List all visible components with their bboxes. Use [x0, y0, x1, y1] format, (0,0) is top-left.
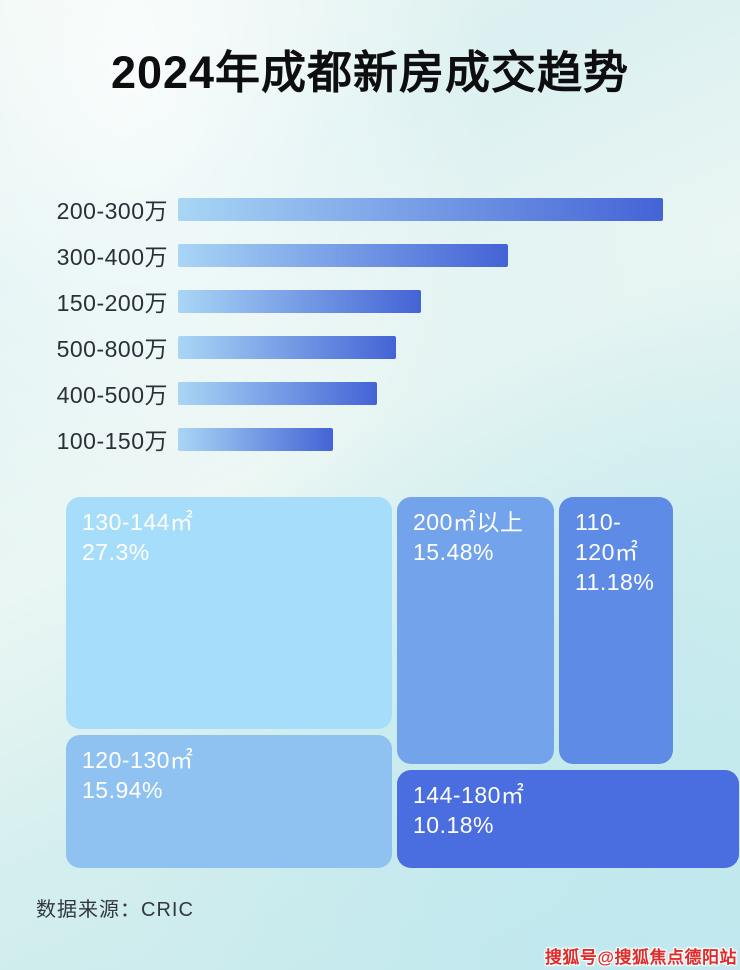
bar [178, 335, 397, 359]
treemap-block-percentage: 11.18% [575, 568, 655, 595]
treemap-block-percentage: 27.3% [82, 538, 150, 565]
bar [178, 381, 377, 405]
bar-category-label: 300-400万 [56, 244, 168, 270]
bar [178, 243, 508, 267]
treemap-block: 144-180㎡ 10.18% [397, 770, 739, 868]
treemap-block-percentage: 15.48% [413, 538, 495, 565]
bar-category-label: 200-300万 [56, 198, 168, 224]
bar-track [178, 335, 700, 359]
bar-row: 100-150万 [40, 416, 700, 462]
sohu-watermark: 搜狐号@搜狐焦点德阳站 [544, 948, 737, 967]
bar [178, 197, 663, 221]
treemap-block-label: 200㎡以上 [413, 509, 524, 535]
treemap-block-label: 130-144㎡ [82, 509, 194, 535]
bar [178, 427, 334, 451]
page-title: 2024年成都新房成交趋势 [110, 47, 630, 98]
bar-category-label: 400-500万 [56, 382, 168, 408]
treemap-block-label: 144-180㎡ [413, 782, 525, 808]
bar-category-label: 500-800万 [56, 336, 168, 362]
treemap-block: 130-144㎡ 27.3% [66, 497, 392, 729]
bar-track [178, 197, 700, 221]
bar-track [178, 427, 700, 451]
treemap-block: 120-130㎡ 15.94% [66, 735, 392, 868]
bar-row: 300-400万 [40, 232, 700, 278]
bar-row: 200-300万 [40, 186, 700, 232]
bar-row: 400-500万 [40, 370, 700, 416]
bar-category-label: 100-150万 [56, 428, 168, 454]
treemap-block-percentage: 15.94% [82, 776, 164, 803]
treemap-block-percentage: 10.18% [413, 811, 495, 838]
bar-category-label: 150-200万 [56, 290, 168, 316]
treemap-block-label: 110-120㎡ [575, 509, 639, 565]
treemap-block-label: 120-130㎡ [82, 747, 194, 773]
treemap-block: 110-120㎡ 11.18% [559, 497, 673, 764]
price-band-bar-chart: 200-300万 300-400万 150-200万 500-800万 400-500万… [40, 186, 700, 462]
bar-row: 150-200万 [40, 278, 700, 324]
data-source-note: 数据来源：CRIC [36, 899, 194, 921]
bar [178, 289, 421, 313]
bar-track [178, 243, 700, 267]
treemap-block: 200㎡以上 15.48% [397, 497, 554, 764]
bar-row: 500-800万 [40, 324, 700, 370]
area-size-treemap: 130-144㎡ 27.3% 120-130㎡ 15.94% 200㎡以上 15.48% 1… [66, 497, 739, 868]
bar-track [178, 289, 700, 313]
bar-track [178, 381, 700, 405]
